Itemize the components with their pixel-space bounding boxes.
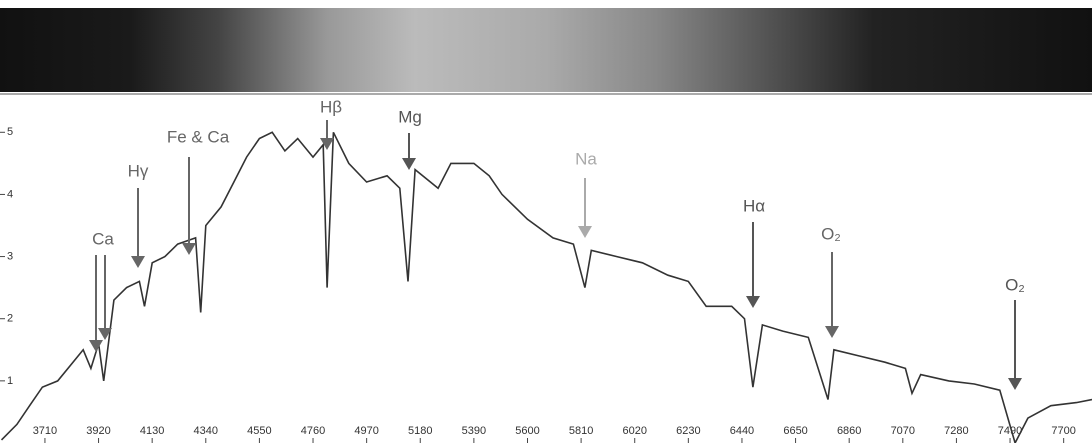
annotation-arrowhead [320,138,334,150]
x-tick-label: 7700 [1051,425,1075,437]
y-tick-label: 1 [7,375,13,387]
annotation-label: O₂ [1005,275,1025,294]
x-tick-label: 5600 [515,425,539,437]
x-tick-label: 6440 [730,425,754,437]
x-tick-label: 4130 [140,425,164,437]
annotation-arrowhead [89,340,103,352]
x-tick-label: 6650 [783,425,807,437]
annotation-label: Mg [398,107,422,126]
chart: 1 2 3 4 5 3710 3920 4130 4340 4550 4760 4970 5180 539… [0,0,1092,443]
y-tick-label: 3 [7,250,13,262]
x-tick-label: 6020 [622,425,646,437]
annotation-arrowhead [578,226,592,238]
annotation-label: Fe & Ca [167,127,230,146]
annotation-arrowhead [1008,378,1022,390]
spectrum-line [2,132,1092,443]
x-tick-label: 7280 [944,425,968,437]
annotation-label: O₂ [821,224,841,243]
x-tick-label: 4760 [301,425,325,437]
spectrum-strip [0,8,1092,92]
annotation-arrowhead [825,326,839,338]
x-tick-label: 3710 [33,425,57,437]
x-tick-label: 6230 [676,425,700,437]
annotation-arrowhead [746,296,760,308]
annotation-arrowhead [402,158,416,170]
annotation-arrowhead [182,243,196,255]
x-tick-label: 4550 [247,425,271,437]
annotation-label: Hγ [128,161,149,180]
x-tick-label: 4970 [354,425,378,437]
x-tick-label: 4340 [194,425,218,437]
annotation-arrowhead [131,256,145,268]
x-tick-label: 7070 [891,425,915,437]
annotation-label: Hα [743,196,765,215]
y-tick-label: 4 [7,188,13,200]
x-tick-label: 6860 [837,425,861,437]
x-tick-label: 3920 [86,425,110,437]
annotation-label: Hβ [320,97,342,116]
y-tick-label: 2 [7,313,13,325]
annotation-label: Na [575,149,597,168]
annotation-label: Ca [92,229,114,248]
x-tick-label: 5390 [462,425,486,437]
y-tick-label: 5 [7,126,13,138]
x-tick-label: 5180 [408,425,432,437]
x-tick-label: 5810 [569,425,593,437]
